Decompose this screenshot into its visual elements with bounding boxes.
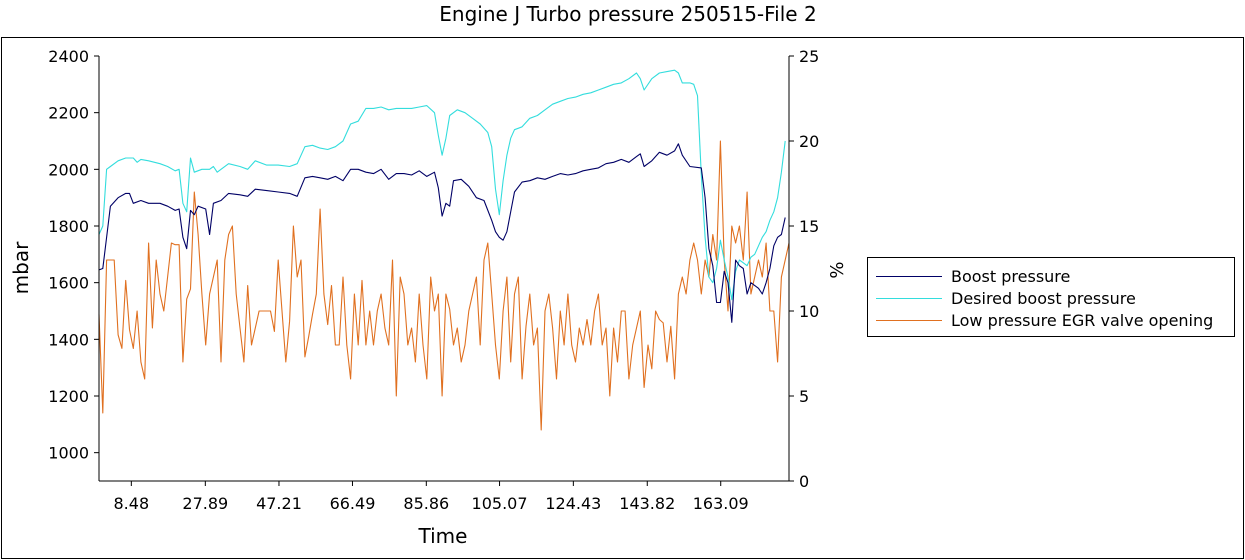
series-line-low-pressure-egr-valve-opening — [98, 140, 790, 431]
legend-swatch-desired-boost-pressure — [876, 297, 942, 299]
x-tick-label: 8.48 — [114, 494, 150, 513]
plot-layer — [98, 69, 790, 431]
y-tick-label-right: 5 — [799, 387, 809, 406]
series-line-desired-boost-pressure — [98, 69, 786, 301]
legend-item-boost-pressure: Boost pressure — [876, 265, 1070, 287]
legend-label-egr-valve-opening: Low pressure EGR valve opening — [951, 310, 1214, 330]
x-axis-label: Time — [418, 524, 468, 548]
axes-layer: 1000 1200 1400 1600 1800 2000 2200 2400 0 5 10 15 20… — [48, 47, 819, 513]
y-tick-label-left: 2200 — [48, 104, 89, 123]
y-tick-label-right: 20 — [799, 132, 819, 151]
y-tick-label-left: 2000 — [48, 160, 89, 179]
legend-swatch-boost-pressure — [876, 275, 942, 277]
figure-border — [1, 37, 1244, 559]
y-tick-label-right: 10 — [799, 302, 819, 321]
y-tick-label-right: 15 — [799, 217, 819, 236]
y-tick-label-left: 1000 — [48, 444, 89, 463]
legend-item-egr-valve-opening: Low pressure EGR valve opening — [876, 309, 1213, 331]
y-tick-label-left: 1600 — [48, 274, 89, 293]
chart-title: Engine J Turbo pressure 250515-File 2 — [439, 2, 816, 26]
y-tick-label-left: 1800 — [48, 217, 89, 236]
y-axis-label-right: % — [827, 261, 848, 278]
legend-label-desired-boost-pressure: Desired boost pressure — [951, 288, 1136, 308]
x-tick-label: 66.49 — [330, 494, 376, 513]
y-tick-label-right: 0 — [799, 472, 809, 491]
y-axis-label-left: mbar — [9, 241, 33, 294]
legend-swatch-egr-valve-opening — [876, 319, 942, 321]
legend-label-boost-pressure: Boost pressure — [951, 266, 1071, 286]
x-tick-label: 27.89 — [182, 494, 228, 513]
y-tick-label-left: 1400 — [48, 330, 89, 349]
legend-item-desired-boost-pressure: Desired boost pressure — [876, 287, 1136, 309]
x-tick-label: 143.82 — [619, 494, 675, 513]
x-tick-label: 163.09 — [693, 494, 749, 513]
legend: Boost pressure Desired boost pressure Lo… — [867, 257, 1235, 337]
y-tick-label-left: 1200 — [48, 387, 89, 406]
x-tick-label: 85.86 — [403, 494, 449, 513]
x-tick-label: 124.43 — [545, 494, 601, 513]
series-line-boost-pressure — [98, 143, 786, 323]
x-tick-label: 105.07 — [472, 494, 528, 513]
y-tick-label-left: 2400 — [48, 47, 89, 66]
x-tick-label: 47.21 — [256, 494, 302, 513]
y-tick-label-right: 25 — [799, 47, 819, 66]
